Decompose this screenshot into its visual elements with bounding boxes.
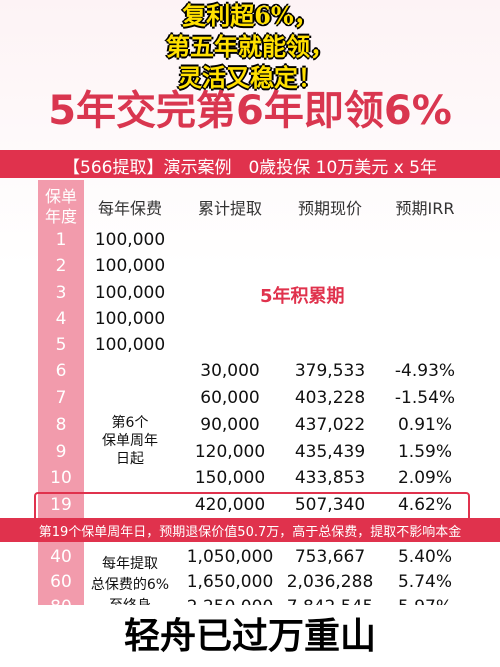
caption: 复利超6%，	[182, 1, 318, 30]
footer-bg	[0, 605, 500, 667]
cell: 150,000	[194, 468, 266, 488]
cell: 60,000	[200, 388, 260, 408]
cell: 753,667	[294, 547, 366, 567]
caption: 第五年就能领，	[166, 32, 334, 61]
cell: 120,000	[194, 442, 266, 462]
cell: 1,650,000	[186, 572, 274, 592]
year: 2	[55, 256, 67, 276]
cell: 403,228	[294, 388, 366, 408]
cell: 379,533	[294, 361, 366, 381]
headline: 5年交完第6年即领6%	[48, 88, 452, 134]
cell: 0.91%	[397, 415, 452, 435]
cell: 2,036,288	[286, 572, 374, 592]
year: 8	[55, 415, 67, 435]
year: 7	[55, 388, 67, 408]
year: 5	[55, 335, 67, 355]
cell: 4.62%	[397, 495, 452, 515]
cell: 90,000	[200, 415, 260, 435]
column-header: 预期IRR	[395, 199, 455, 218]
cell: 507,340	[294, 495, 366, 515]
accumulation-label: 5年积累期	[260, 286, 345, 307]
year-header: 保单	[44, 187, 77, 206]
cell: -4.93%	[394, 361, 456, 381]
cell: 437,022	[294, 415, 366, 435]
year: 9	[55, 442, 67, 462]
caption: 灵活又稳定！	[178, 63, 322, 92]
banner: 【566提取】演示案例 0歲投保 10万美元 x 5年	[63, 158, 437, 178]
cell: 30,000	[200, 361, 260, 381]
year: 40	[50, 547, 72, 567]
year: 1	[55, 230, 67, 250]
year: 3	[55, 283, 67, 303]
highlight-box	[34, 492, 470, 522]
withdraw-note: 日起	[116, 451, 144, 467]
footer: 轻舟已过万重山	[123, 616, 376, 657]
cell: 1,050,000	[186, 547, 274, 567]
premium: 100,000	[94, 335, 166, 355]
column-header: 累计提取	[197, 199, 262, 218]
year: 60	[50, 572, 72, 592]
year: 10	[50, 468, 72, 488]
withdraw-note: 第6个	[111, 415, 149, 431]
cell: 435,439	[294, 442, 366, 462]
column-header: 预期现价	[297, 199, 362, 218]
banner-bg	[0, 150, 500, 178]
premium: 100,000	[94, 283, 166, 303]
cell: 433,853	[294, 468, 366, 488]
withdraw-note: 保单周年	[102, 433, 158, 449]
cell: 420,000	[194, 495, 266, 515]
cell: -1.54%	[394, 388, 456, 408]
year: 6	[55, 361, 67, 381]
column-header: 每年保费	[97, 199, 162, 218]
premium: 100,000	[94, 256, 166, 276]
premium: 100,000	[94, 309, 166, 329]
lifetime-note: 每年提取	[102, 556, 158, 572]
year: 19	[50, 495, 72, 515]
premium: 100,000	[94, 230, 166, 250]
cell: 2.09%	[397, 468, 452, 488]
year: 4	[55, 309, 67, 329]
note-bg	[0, 518, 500, 542]
lifetime-note: 总保费的6%	[90, 577, 170, 593]
cell: 5.74%	[397, 572, 452, 592]
year-header: 年度	[44, 207, 77, 226]
highlight-note: 第19个保单周年日，预期退保价值50.7万，高于总保费，提取不影响本金	[38, 525, 462, 540]
cell: 5.40%	[397, 547, 452, 567]
cell: 1.59%	[397, 442, 452, 462]
